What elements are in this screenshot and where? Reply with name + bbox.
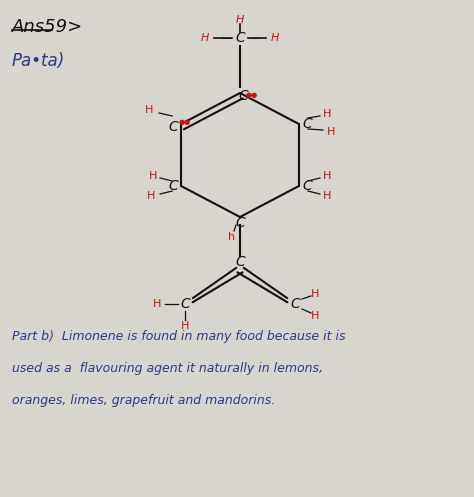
Text: C: C bbox=[235, 31, 245, 45]
Text: C: C bbox=[238, 89, 248, 103]
Text: H: H bbox=[149, 171, 157, 181]
Text: H: H bbox=[323, 191, 331, 201]
Text: used as a  flavouring agent it naturally in lemons,: used as a flavouring agent it naturally … bbox=[12, 362, 323, 375]
Text: H: H bbox=[201, 33, 209, 43]
Text: C: C bbox=[302, 179, 312, 193]
Text: Part b⟩  Limonene is found in many food because it is: Part b⟩ Limonene is found in many food b… bbox=[12, 330, 346, 343]
Text: —: — bbox=[218, 33, 233, 43]
Text: —: — bbox=[250, 33, 264, 43]
Text: C: C bbox=[235, 255, 245, 269]
Text: H: H bbox=[145, 105, 153, 115]
Text: H: H bbox=[271, 33, 279, 43]
Text: oranges, limes, grapefruit and mandorins.: oranges, limes, grapefruit and mandorins… bbox=[12, 394, 275, 407]
Text: C: C bbox=[302, 117, 312, 131]
Text: C: C bbox=[180, 297, 190, 311]
Text: H: H bbox=[311, 289, 319, 299]
Text: C: C bbox=[235, 216, 245, 230]
Text: H: H bbox=[236, 15, 244, 25]
Text: C: C bbox=[168, 120, 178, 134]
Text: H: H bbox=[153, 299, 161, 309]
Text: H: H bbox=[181, 321, 189, 331]
Text: Ans59>: Ans59> bbox=[12, 18, 83, 36]
Text: H: H bbox=[323, 109, 331, 119]
Text: H: H bbox=[323, 171, 331, 181]
Text: C: C bbox=[168, 179, 178, 193]
Text: H: H bbox=[147, 191, 155, 201]
Text: h: h bbox=[228, 232, 236, 242]
Text: ●●: ●● bbox=[246, 92, 258, 98]
Text: ●●: ●● bbox=[179, 119, 191, 125]
Text: C: C bbox=[290, 297, 300, 311]
Text: H: H bbox=[327, 127, 335, 137]
Text: Pa•ta): Pa•ta) bbox=[12, 52, 65, 70]
Text: H: H bbox=[311, 311, 319, 321]
